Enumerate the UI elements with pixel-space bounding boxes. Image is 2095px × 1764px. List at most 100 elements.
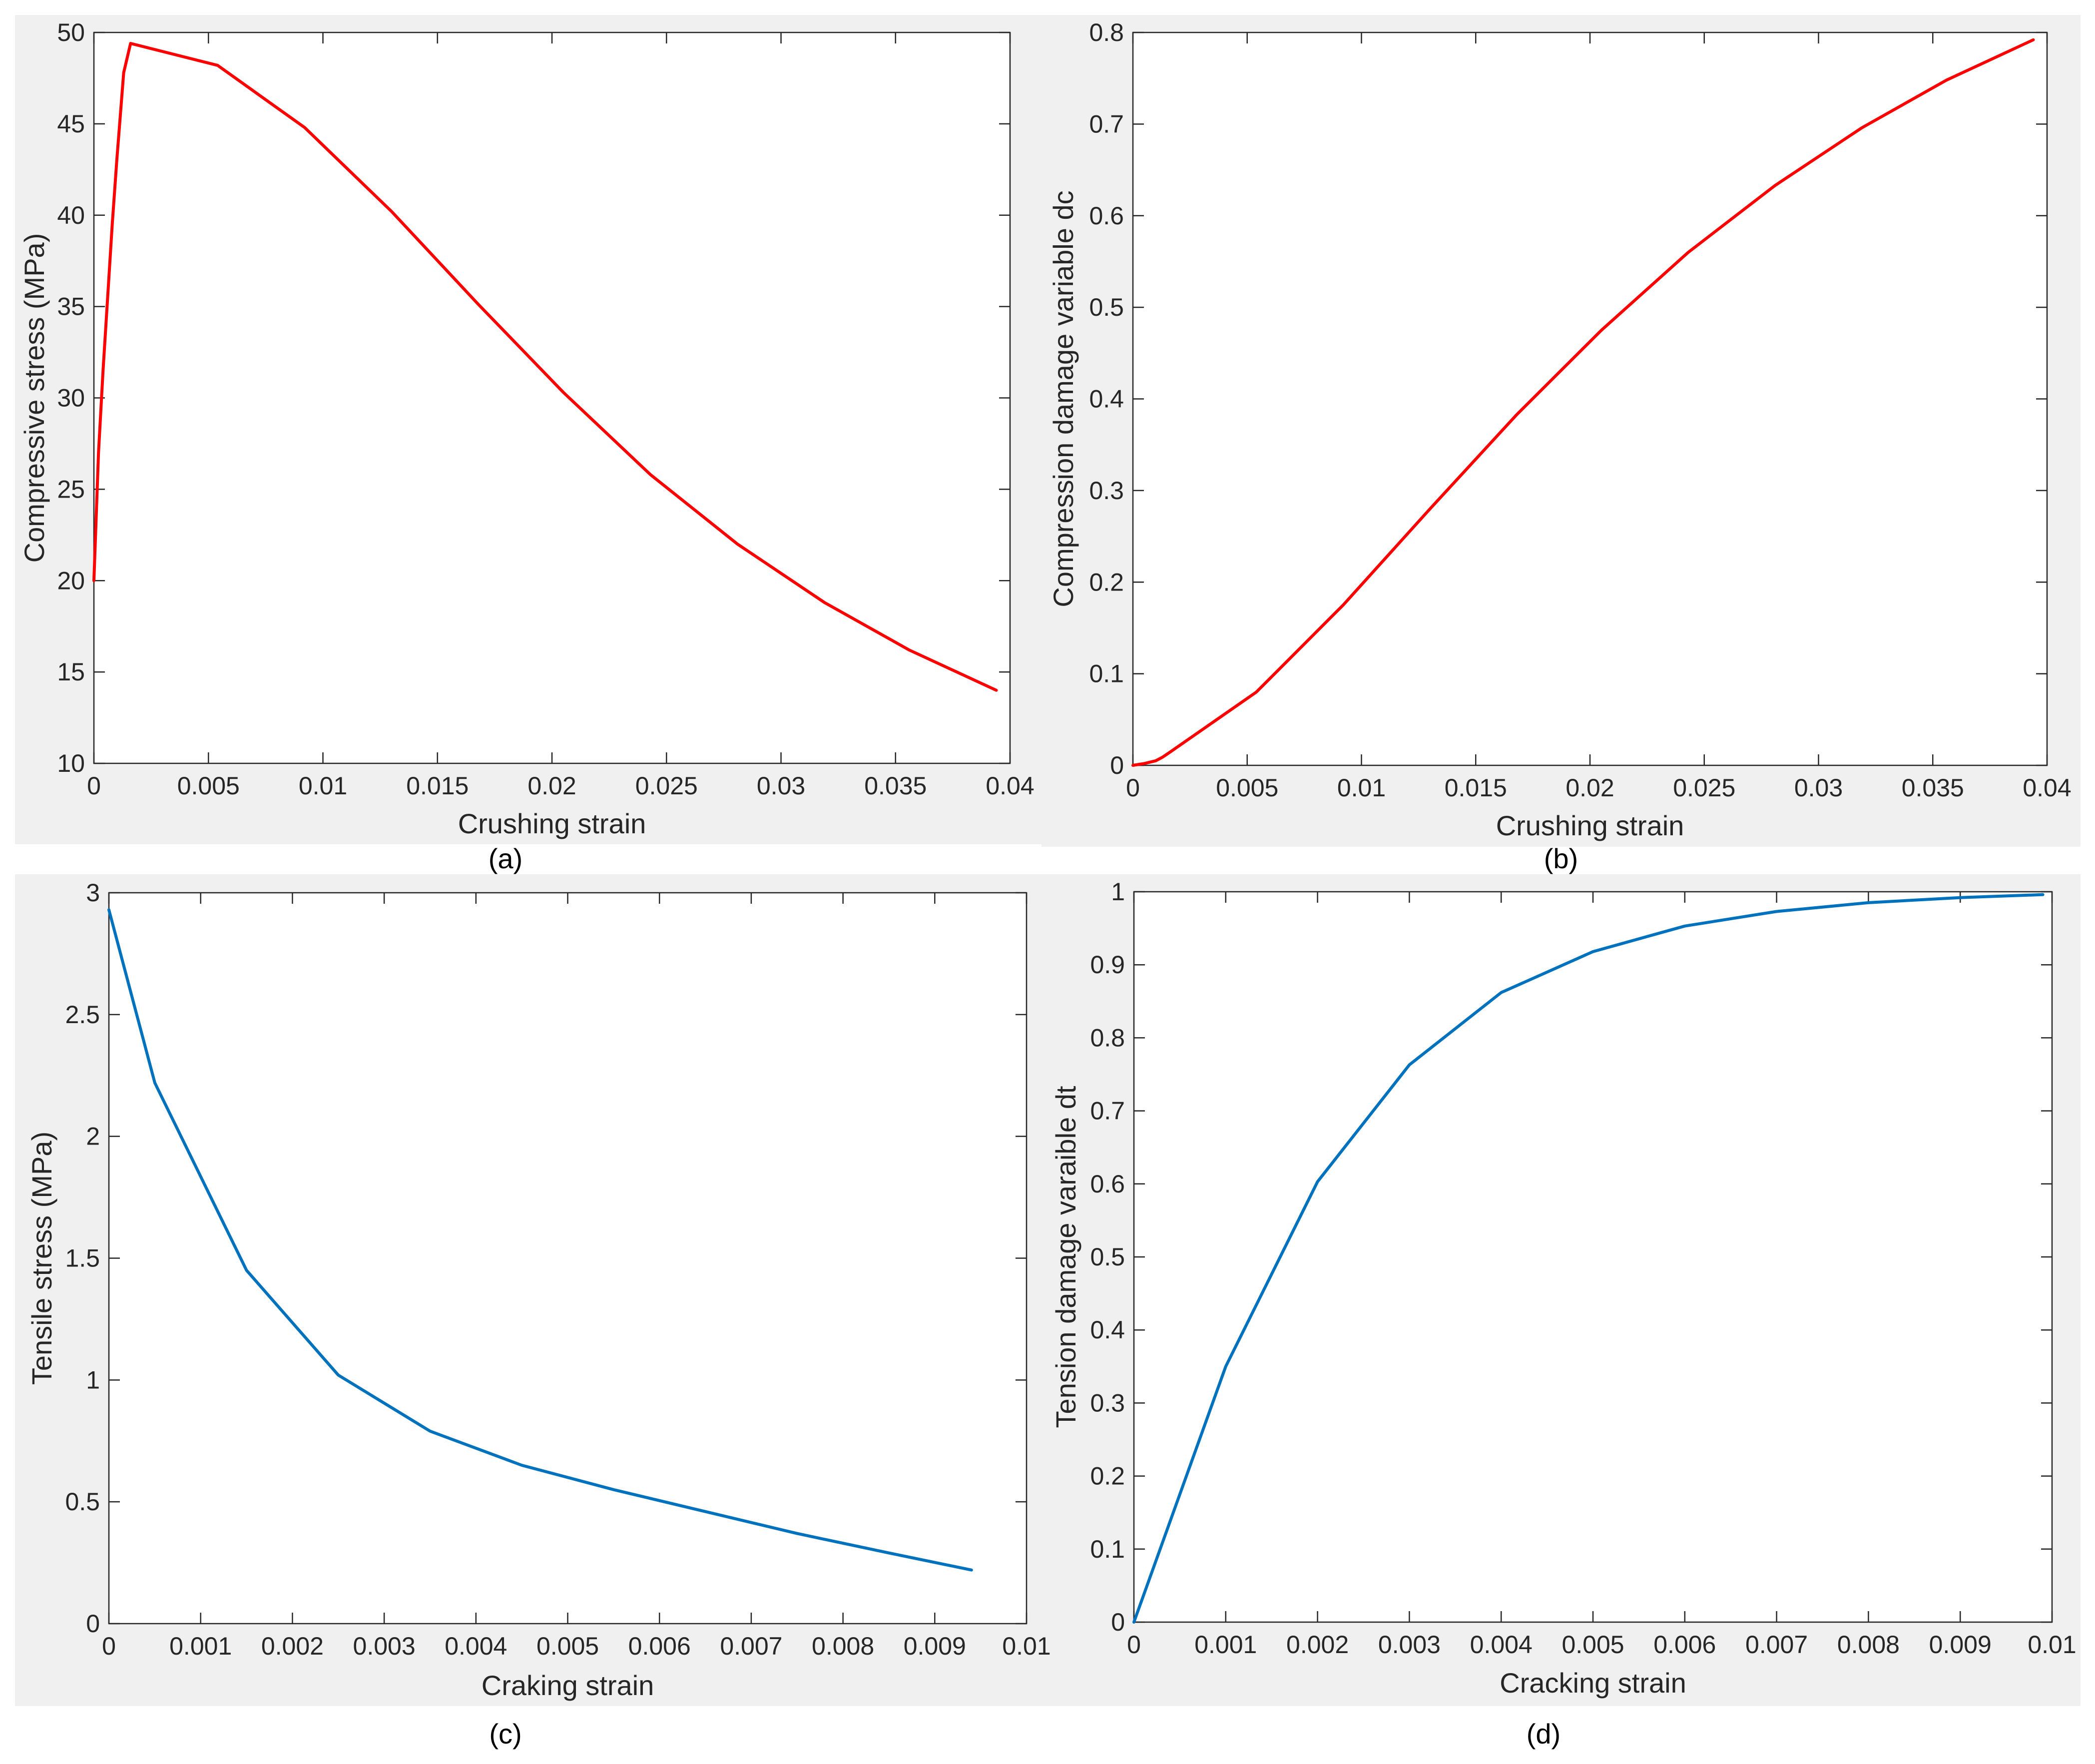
y-tick-label-b: 0.4 xyxy=(1089,385,1124,413)
x-tick-label-b: 0.03 xyxy=(1794,774,1843,802)
x-tick-label-c: 0.001 xyxy=(169,1632,232,1660)
y-tick-label-a: 40 xyxy=(57,201,85,229)
y-tick-label-a: 25 xyxy=(57,475,85,503)
series-line-b xyxy=(1131,38,2035,767)
x-tick-label-c: 0.003 xyxy=(353,1632,416,1660)
caption-b: (b) xyxy=(1544,843,1578,874)
y-tick-label-b: 0.1 xyxy=(1089,660,1124,688)
x-axis-label-c: Craking strain xyxy=(482,1670,654,1701)
x-tick-label-d: 0.002 xyxy=(1286,1631,1349,1659)
y-axis-label-d: Tension damage varaible dt xyxy=(1050,1086,1081,1428)
y-tick-label-d: 0.4 xyxy=(1090,1316,1125,1344)
x-tick-label-c: 0.002 xyxy=(261,1632,324,1660)
y-tick-label-c: 0 xyxy=(86,1610,100,1638)
chart-b-compression-damage: 0 0.005 0.01 0.015 0.02 0.025 0.03 0.035 0.04 0 0.… xyxy=(1048,18,2072,841)
y-tick-label-c: 0.5 xyxy=(65,1488,100,1516)
y-tick-label-d: 0.8 xyxy=(1090,1024,1125,1052)
series-line-c xyxy=(107,908,973,1572)
x-tick-label-a: 0.015 xyxy=(406,772,469,800)
y-tick-label-b: 0 xyxy=(1110,751,1124,779)
caption-c: (c) xyxy=(489,1718,522,1750)
y-tick-label-d: 0.7 xyxy=(1090,1097,1125,1125)
y-tick-label-b: 0.8 xyxy=(1089,18,1124,46)
x-tick-label-d: 0.008 xyxy=(1837,1631,1900,1659)
y-tick-label-d: 0 xyxy=(1111,1608,1125,1636)
y-axis-label-b: Compression damage variable dc xyxy=(1048,190,1079,607)
y-tick-label-b: 0.5 xyxy=(1089,293,1124,321)
x-tick-label-c: 0.004 xyxy=(445,1632,507,1660)
x-tick-label-d: 0.009 xyxy=(1929,1631,1992,1659)
y-tick-label-b: 0.2 xyxy=(1089,568,1124,596)
x-tick-label-a: 0.04 xyxy=(986,772,1034,800)
series-line-d xyxy=(1132,893,2045,1624)
y-tick-label-a: 50 xyxy=(57,18,85,46)
y-tick-label-a: 30 xyxy=(57,384,85,412)
x-tick-label-c: 0 xyxy=(102,1632,116,1660)
x-tick-label-a: 0.03 xyxy=(757,772,805,800)
x-axis-label-b: Crushing strain xyxy=(1496,810,1684,841)
x-tick-label-d: 0.003 xyxy=(1378,1631,1441,1659)
x-tick-label-d: 0.007 xyxy=(1745,1631,1808,1659)
x-tick-label-c: 0.006 xyxy=(628,1632,691,1660)
y-axis-label-c: Tensile stress (MPa) xyxy=(26,1132,57,1385)
y-tick-label-c: 2 xyxy=(86,1123,100,1151)
y-tick-label-c: 1 xyxy=(86,1366,100,1394)
plot-area-b xyxy=(1132,31,2048,766)
x-tick-label-c: 0.008 xyxy=(812,1632,874,1660)
plot-area-d xyxy=(1133,891,2053,1623)
x-tick-label-a: 0.025 xyxy=(635,772,698,800)
x-tick-label-d: 0.005 xyxy=(1562,1631,1624,1659)
plot-area-a xyxy=(93,31,1011,764)
chart-d-tension-damage: 0 0.001 0.002 0.003 0.004 0.005 0.006 0.007 0.00… xyxy=(1050,878,2077,1699)
x-tick-label-b: 0.01 xyxy=(1337,774,1386,802)
caption-d: (d) xyxy=(1527,1718,1561,1750)
y-tick-label-d: 0.2 xyxy=(1090,1462,1125,1490)
x-tick-label-d: 0 xyxy=(1127,1631,1141,1659)
series-line-a xyxy=(92,41,998,692)
y-tick-label-d: 0.1 xyxy=(1090,1535,1125,1563)
caption-a: (a) xyxy=(489,843,523,874)
x-tick-label-a: 0.01 xyxy=(299,772,347,800)
x-tick-label-b: 0.04 xyxy=(2023,774,2071,802)
x-tick-label-a: 0.02 xyxy=(527,772,576,800)
y-tick-label-d: 1 xyxy=(1111,878,1125,906)
x-tick-label-d: 0.004 xyxy=(1470,1631,1533,1659)
y-tick-label-a: 20 xyxy=(57,567,85,594)
x-axis-label-a: Crushing strain xyxy=(458,808,646,839)
y-tick-label-c: 1.5 xyxy=(65,1244,100,1272)
y-tick-label-b: 0.3 xyxy=(1089,477,1124,505)
y-tick-label-a: 10 xyxy=(57,749,85,777)
x-tick-label-b: 0.005 xyxy=(1216,774,1278,802)
y-axis-label-a: Compressive stress (MPa) xyxy=(18,233,50,563)
x-tick-label-b: 0.02 xyxy=(1566,774,1614,802)
y-tick-label-c: 3 xyxy=(86,879,100,907)
x-tick-label-c: 0.009 xyxy=(904,1632,966,1660)
x-tick-label-c: 0.007 xyxy=(720,1632,782,1660)
x-tick-label-b: 0.025 xyxy=(1673,774,1735,802)
x-axis-label-d: Cracking strain xyxy=(1500,1667,1686,1699)
y-tick-label-a: 35 xyxy=(57,293,85,321)
x-tick-label-a: 0.035 xyxy=(864,772,927,800)
y-tick-label-d: 0.6 xyxy=(1090,1170,1125,1198)
x-tick-label-a: 0 xyxy=(87,772,101,800)
x-tick-label-d: 0.001 xyxy=(1194,1631,1257,1659)
x-tick-label-a: 0.005 xyxy=(177,772,240,800)
x-tick-label-b: 0.015 xyxy=(1445,774,1507,802)
y-tick-label-c: 2.5 xyxy=(65,1001,100,1029)
y-tick-label-a: 15 xyxy=(57,658,85,686)
x-tick-label-d: 0.01 xyxy=(2028,1631,2076,1659)
y-tick-label-d: 0.3 xyxy=(1090,1389,1125,1417)
x-tick-label-b: 0.035 xyxy=(1902,774,1964,802)
x-tick-label-d: 0.006 xyxy=(1653,1631,1716,1659)
x-tick-label-c: 0.005 xyxy=(536,1632,599,1660)
y-tick-label-b: 0.7 xyxy=(1089,110,1124,138)
chart-a-compressive-stress: 0 0.005 0.01 0.015 0.02 0.025 0.03 0.035 0.04 10 1… xyxy=(18,18,1035,839)
chart-c-tensile-stress: 0 0.001 0.002 0.003 0.004 0.005 0.006 0.007 0.00… xyxy=(26,879,1051,1701)
plot-area-c xyxy=(108,892,1028,1625)
y-tick-label-d: 0.9 xyxy=(1090,951,1125,979)
x-tick-label-b: 0 xyxy=(1126,774,1140,802)
y-tick-label-a: 45 xyxy=(57,110,85,138)
y-tick-label-b: 0.6 xyxy=(1089,202,1124,230)
x-tick-label-c: 0.01 xyxy=(1002,1632,1050,1660)
